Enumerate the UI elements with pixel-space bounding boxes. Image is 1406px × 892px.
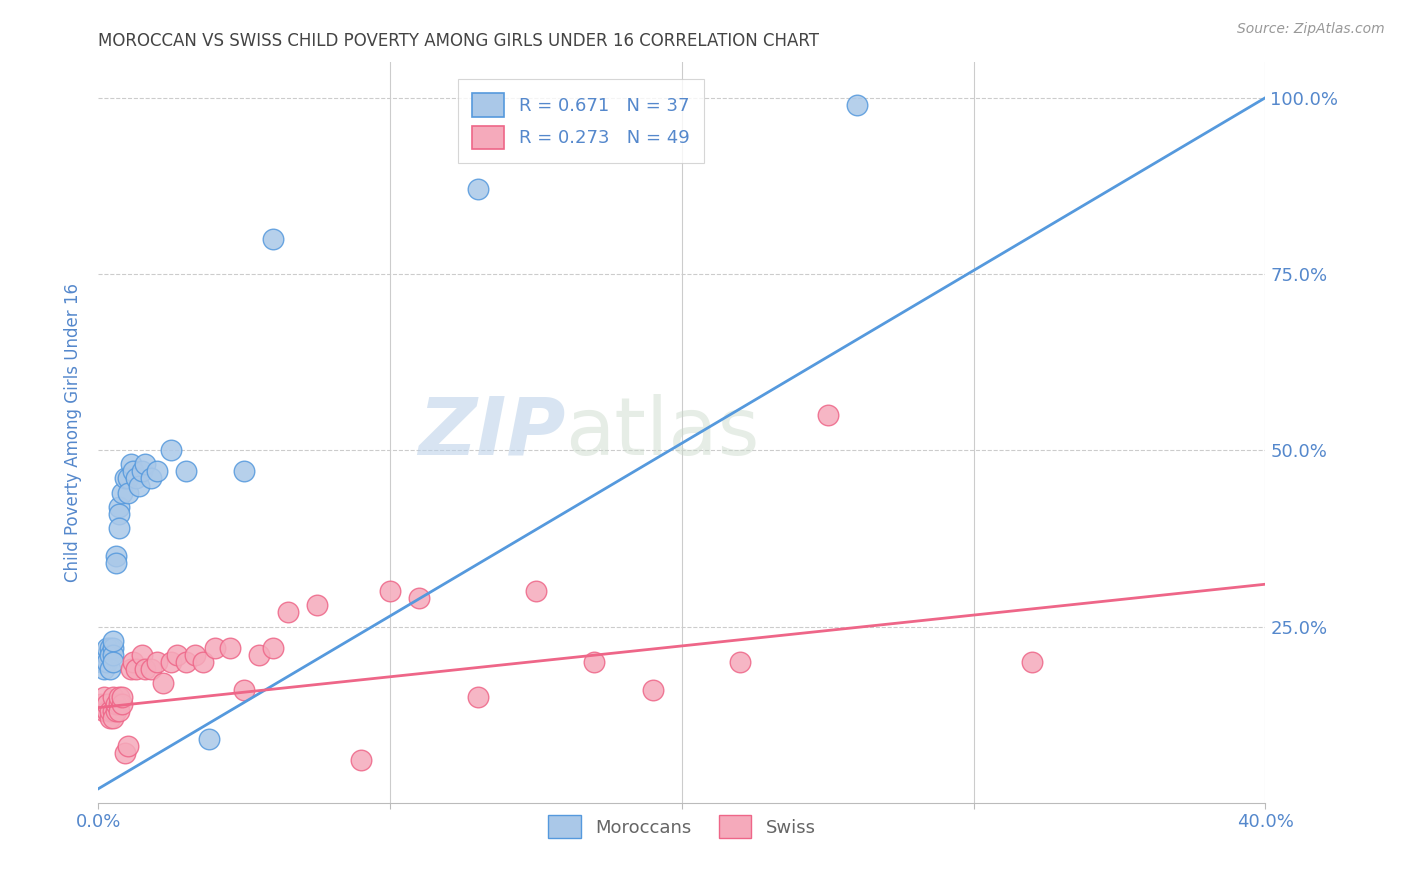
Text: ZIP: ZIP <box>418 393 565 472</box>
Point <box>146 464 169 478</box>
Point <box>262 232 284 246</box>
Point <box>98 704 121 718</box>
Point <box>524 584 547 599</box>
Point <box>117 471 139 485</box>
Point <box>160 655 183 669</box>
Point <box>583 655 606 669</box>
Point <box>120 458 142 472</box>
Point <box>96 704 118 718</box>
Point <box>174 464 197 478</box>
Point <box>114 747 136 761</box>
Point <box>101 704 124 718</box>
Point <box>96 697 118 711</box>
Point <box>101 690 124 704</box>
Point <box>117 485 139 500</box>
Point <box>125 662 148 676</box>
Point <box>128 478 150 492</box>
Point <box>139 662 162 676</box>
Point <box>166 648 188 662</box>
Point <box>134 662 156 676</box>
Point <box>93 655 115 669</box>
Point <box>90 697 112 711</box>
Point <box>134 458 156 472</box>
Point <box>198 732 221 747</box>
Text: atlas: atlas <box>565 393 759 472</box>
Point <box>96 640 118 655</box>
Point <box>111 690 134 704</box>
Text: Source: ZipAtlas.com: Source: ZipAtlas.com <box>1237 22 1385 37</box>
Point <box>98 662 121 676</box>
Point <box>101 648 124 662</box>
Point <box>467 182 489 196</box>
Point <box>108 697 131 711</box>
Point <box>108 500 131 514</box>
Point <box>408 591 430 606</box>
Point <box>122 655 145 669</box>
Point <box>108 704 131 718</box>
Text: MOROCCAN VS SWISS CHILD POVERTY AMONG GIRLS UNDER 16 CORRELATION CHART: MOROCCAN VS SWISS CHILD POVERTY AMONG GI… <box>98 32 820 50</box>
Point <box>277 606 299 620</box>
Point <box>152 676 174 690</box>
Point <box>247 648 270 662</box>
Point <box>101 655 124 669</box>
Point <box>817 408 839 422</box>
Point <box>139 471 162 485</box>
Point <box>350 754 373 768</box>
Point <box>380 584 402 599</box>
Point <box>117 739 139 754</box>
Point <box>146 655 169 669</box>
Point <box>183 648 205 662</box>
Legend: Moroccans, Swiss: Moroccans, Swiss <box>541 808 823 846</box>
Point <box>218 640 240 655</box>
Y-axis label: Child Poverty Among Girls Under 16: Child Poverty Among Girls Under 16 <box>63 283 82 582</box>
Point <box>108 690 131 704</box>
Point <box>104 549 127 563</box>
Point <box>98 711 121 725</box>
Point <box>193 655 215 669</box>
Point <box>160 443 183 458</box>
Point <box>174 655 197 669</box>
Point <box>125 471 148 485</box>
Point <box>131 648 153 662</box>
Point <box>93 662 115 676</box>
Point <box>96 648 118 662</box>
Point <box>108 521 131 535</box>
Point <box>108 507 131 521</box>
Point <box>111 697 134 711</box>
Point <box>98 648 121 662</box>
Point <box>111 485 134 500</box>
Point <box>96 655 118 669</box>
Point <box>120 662 142 676</box>
Point <box>233 683 256 698</box>
Point <box>104 704 127 718</box>
Point <box>101 633 124 648</box>
Point <box>233 464 256 478</box>
Point <box>262 640 284 655</box>
Point <box>114 471 136 485</box>
Point <box>98 640 121 655</box>
Point <box>122 464 145 478</box>
Point <box>467 690 489 704</box>
Point <box>641 683 664 698</box>
Point <box>104 697 127 711</box>
Point <box>101 640 124 655</box>
Point <box>307 599 329 613</box>
Point <box>90 655 112 669</box>
Point <box>730 655 752 669</box>
Point <box>93 704 115 718</box>
Point <box>101 711 124 725</box>
Point <box>131 464 153 478</box>
Point <box>93 690 115 704</box>
Point <box>204 640 226 655</box>
Point <box>104 556 127 570</box>
Point <box>1021 655 1043 669</box>
Point <box>846 97 869 112</box>
